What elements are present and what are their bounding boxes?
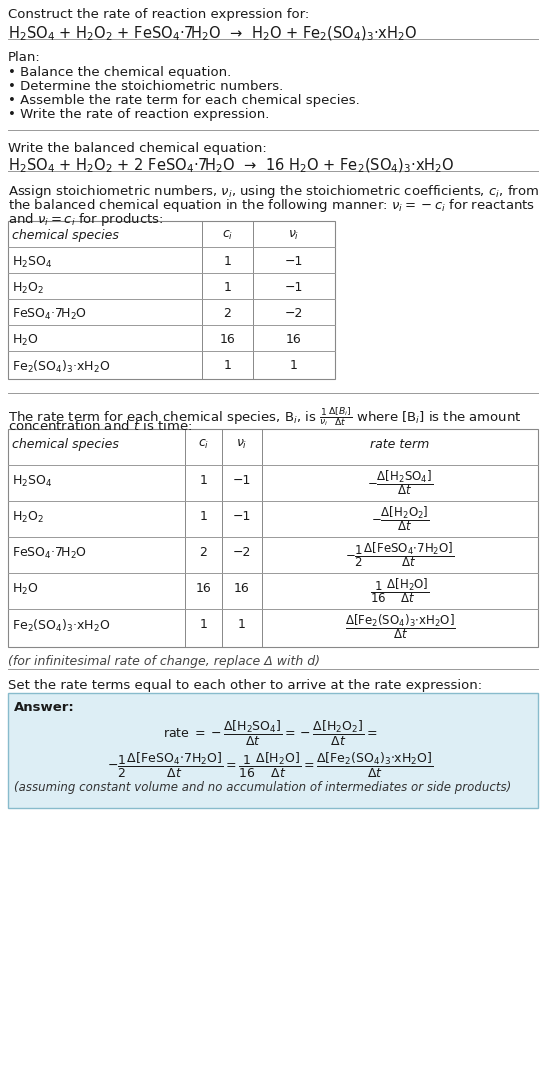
Text: 1: 1: [199, 510, 207, 523]
Text: 1: 1: [290, 359, 298, 372]
Text: 1: 1: [223, 281, 232, 294]
Text: −1: −1: [285, 281, 303, 294]
Bar: [8, 429, 538, 647]
Text: • Determine the stoichiometric numbers.: • Determine the stoichiometric numbers.: [8, 80, 283, 93]
Text: H$_2$O$_2$: H$_2$O$_2$: [12, 510, 44, 525]
Text: $c_i$: $c_i$: [222, 229, 233, 242]
Text: $-\dfrac{1}{2}\dfrac{\Delta[\mathrm{FeSO_4{\cdot}7H_2O}]}{\Delta t}$: $-\dfrac{1}{2}\dfrac{\Delta[\mathrm{FeSO…: [345, 540, 455, 569]
Text: 1: 1: [223, 255, 232, 268]
Text: $\nu_i$: $\nu_i$: [288, 229, 300, 242]
Text: 1: 1: [238, 617, 246, 631]
Text: $c_i$: $c_i$: [198, 438, 209, 451]
Text: 1: 1: [199, 474, 207, 487]
Text: Construct the rate of reaction expression for:: Construct the rate of reaction expressio…: [8, 8, 309, 21]
Text: 16: 16: [234, 582, 250, 595]
Text: and $\nu_i = c_i$ for products:: and $\nu_i = c_i$ for products:: [8, 211, 164, 228]
Text: chemical species: chemical species: [12, 438, 119, 451]
Text: 1: 1: [223, 359, 232, 372]
Text: • Assemble the rate term for each chemical species.: • Assemble the rate term for each chemic…: [8, 94, 360, 107]
Text: $\dfrac{\Delta[\mathrm{Fe_2(SO_4)_3{\cdot}xH_2O}]}{\Delta t}$: $\dfrac{\Delta[\mathrm{Fe_2(SO_4)_3{\cdo…: [345, 612, 455, 641]
Text: 16: 16: [195, 582, 211, 595]
Text: H$_2$SO$_4$ + H$_2$O$_2$ + 2 FeSO$_4$·7H$_2$O  →  16 H$_2$O + Fe$_2$(SO$_4$)$_3$: H$_2$SO$_4$ + H$_2$O$_2$ + 2 FeSO$_4$·7H…: [8, 157, 455, 176]
Text: 2: 2: [223, 307, 232, 321]
Text: 2: 2: [199, 546, 207, 559]
Text: • Balance the chemical equation.: • Balance the chemical equation.: [8, 66, 232, 79]
Text: $\nu_i$: $\nu_i$: [236, 438, 248, 451]
Text: • Write the rate of reaction expression.: • Write the rate of reaction expression.: [8, 108, 269, 121]
Text: concentration and $t$ is time:: concentration and $t$ is time:: [8, 419, 192, 433]
Text: chemical species: chemical species: [12, 229, 119, 242]
Text: H$_2$SO$_4$ + H$_2$O$_2$ + FeSO$_4$·7H$_2$O  →  H$_2$O + Fe$_2$(SO$_4$)$_3$·xH$_: H$_2$SO$_4$ + H$_2$O$_2$ + FeSO$_4$·7H$_…: [8, 25, 418, 43]
Text: −1: −1: [285, 255, 303, 268]
Text: The rate term for each chemical species, B$_i$, is $\frac{1}{\nu_i}\frac{\Delta[: The rate term for each chemical species,…: [8, 405, 522, 428]
Text: H$_2$O: H$_2$O: [12, 333, 39, 348]
Text: $-\dfrac{1}{2}\dfrac{\Delta[\mathrm{FeSO_4{\cdot}7H_2O}]}{\Delta t} = \dfrac{1}{: $-\dfrac{1}{2}\dfrac{\Delta[\mathrm{FeSO…: [106, 750, 434, 779]
Text: 16: 16: [219, 333, 235, 346]
Text: Write the balanced chemical equation:: Write the balanced chemical equation:: [8, 142, 267, 155]
Text: $-\dfrac{\Delta[\mathrm{H_2O_2}]}{\Delta t}$: $-\dfrac{\Delta[\mathrm{H_2O_2}]}{\Delta…: [371, 505, 429, 534]
Text: Fe$_2$(SO$_4$)$_3$·xH$_2$O: Fe$_2$(SO$_4$)$_3$·xH$_2$O: [12, 617, 110, 635]
Bar: [8, 221, 335, 379]
Text: (assuming constant volume and no accumulation of intermediates or side products): (assuming constant volume and no accumul…: [14, 781, 511, 794]
Text: H$_2$SO$_4$: H$_2$SO$_4$: [12, 255, 52, 270]
Text: −1: −1: [233, 510, 251, 523]
Text: FeSO$_4$·7H$_2$O: FeSO$_4$·7H$_2$O: [12, 546, 87, 561]
Text: the balanced chemical equation in the following manner: $\nu_i = -c_i$ for react: the balanced chemical equation in the fo…: [8, 197, 535, 214]
Text: −2: −2: [233, 546, 251, 559]
Text: H$_2$O: H$_2$O: [12, 582, 39, 597]
Text: Answer:: Answer:: [14, 701, 75, 714]
Text: Set the rate terms equal to each other to arrive at the rate expression:: Set the rate terms equal to each other t…: [8, 679, 482, 693]
Text: −1: −1: [233, 474, 251, 487]
Bar: [8, 693, 538, 808]
Text: 1: 1: [199, 617, 207, 631]
Text: 16: 16: [286, 333, 302, 346]
Text: rate term: rate term: [370, 438, 430, 451]
Text: −2: −2: [285, 307, 303, 321]
Text: (for infinitesimal rate of change, replace Δ with d): (for infinitesimal rate of change, repla…: [8, 655, 320, 668]
Text: H$_2$O$_2$: H$_2$O$_2$: [12, 281, 44, 296]
Text: Fe$_2$(SO$_4$)$_3$·xH$_2$O: Fe$_2$(SO$_4$)$_3$·xH$_2$O: [12, 359, 110, 375]
Text: rate $= -\dfrac{\Delta[\mathrm{H_2SO_4}]}{\Delta t} = -\dfrac{\Delta[\mathrm{H_2: rate $= -\dfrac{\Delta[\mathrm{H_2SO_4}]…: [163, 718, 377, 747]
Text: $\dfrac{1}{16}\dfrac{\Delta[\mathrm{H_2O}]}{\Delta t}$: $\dfrac{1}{16}\dfrac{\Delta[\mathrm{H_2O…: [370, 577, 430, 606]
Text: $-\dfrac{\Delta[\mathrm{H_2SO_4}]}{\Delta t}$: $-\dfrac{\Delta[\mathrm{H_2SO_4}]}{\Delt…: [367, 468, 433, 497]
Text: FeSO$_4$·7H$_2$O: FeSO$_4$·7H$_2$O: [12, 307, 87, 322]
Text: H$_2$SO$_4$: H$_2$SO$_4$: [12, 474, 52, 489]
Text: Plan:: Plan:: [8, 51, 41, 64]
Text: Assign stoichiometric numbers, $\nu_i$, using the stoichiometric coefficients, $: Assign stoichiometric numbers, $\nu_i$, …: [8, 183, 539, 200]
